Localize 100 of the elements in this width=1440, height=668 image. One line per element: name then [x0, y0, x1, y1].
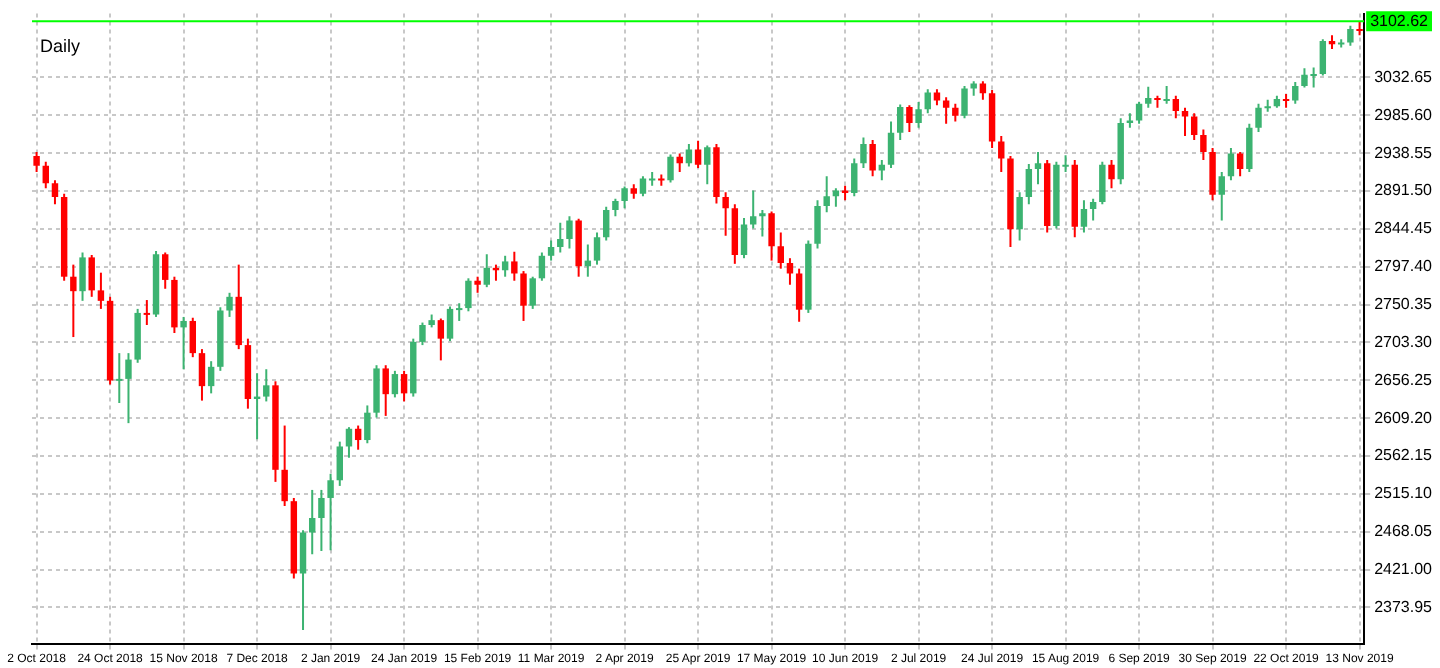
y-tick-label: 2609.20 — [1374, 408, 1434, 427]
candlestick — [639, 175, 647, 198]
candlestick — [704, 144, 711, 186]
ref-line-label: 3102.62 — [1370, 11, 1430, 30]
candlestick — [547, 239, 555, 262]
candlestick — [1347, 24, 1354, 47]
candlestick — [511, 250, 518, 282]
candlestick — [327, 472, 334, 552]
y-tick-label: 2468.05 — [1374, 522, 1434, 541]
candlestick — [1080, 199, 1088, 234]
candlestick — [162, 251, 169, 290]
candlestick — [354, 424, 362, 451]
candlestick — [915, 101, 922, 129]
candlestick — [143, 299, 151, 326]
candlestick — [786, 257, 794, 286]
candlestick — [529, 275, 536, 310]
candlestick — [189, 316, 196, 359]
candlestick — [446, 305, 454, 343]
candlestick — [1108, 159, 1115, 190]
candlestick — [749, 189, 757, 230]
candlestick — [942, 96, 950, 125]
candlestick — [180, 315, 187, 371]
candlestick — [281, 424, 288, 508]
candlestick — [373, 364, 380, 419]
candlestick — [382, 364, 389, 417]
candlestick — [318, 488, 325, 553]
candlestick — [1292, 80, 1299, 105]
candlestick — [676, 152, 683, 174]
candlestick — [621, 185, 628, 210]
candlestick — [593, 231, 601, 266]
y-tick-label: 2750.35 — [1374, 294, 1434, 313]
candlestick — [79, 251, 86, 302]
candlestick — [795, 267, 803, 323]
candlestick — [501, 254, 509, 278]
y-tick-label: 2562.15 — [1374, 446, 1434, 465]
candlestick — [1246, 122, 1253, 174]
candlestick — [336, 440, 343, 487]
y-tick-label: 2844.45 — [1374, 219, 1434, 238]
y-tick-label: 2703.30 — [1374, 332, 1434, 351]
candlestick — [887, 120, 895, 170]
candlestick — [566, 215, 573, 250]
candlestick — [1227, 146, 1235, 182]
y-tick-label: 2938.55 — [1374, 143, 1434, 162]
candlestick — [1218, 171, 1225, 222]
candlestick — [1034, 150, 1042, 186]
candlestick — [814, 199, 821, 250]
candlestick — [125, 352, 132, 425]
y-tick-label: 3032.65 — [1374, 67, 1434, 86]
y-tick-label: 2891.50 — [1374, 181, 1434, 200]
candlestick — [309, 488, 316, 556]
candlestick — [906, 104, 913, 133]
candlestick — [1172, 94, 1180, 120]
candlestick — [70, 263, 77, 339]
y-tick-label: 2421.00 — [1374, 559, 1434, 578]
candlestick — [575, 217, 582, 278]
candlestick — [768, 210, 775, 262]
candlestick — [869, 138, 876, 178]
candlestick — [207, 360, 215, 395]
candlestick — [557, 221, 564, 254]
candlestick — [51, 179, 59, 206]
y-tick-label: 2985.60 — [1374, 105, 1434, 124]
candlestick — [759, 208, 766, 238]
candlestick — [171, 275, 178, 335]
text: Daily — [40, 35, 82, 56]
candlestick — [1181, 106, 1189, 137]
candlestick — [731, 203, 739, 265]
candlestick — [1255, 102, 1262, 133]
y-tick-label: 2797.40 — [1374, 257, 1434, 276]
candlestick — [1099, 160, 1106, 206]
candlestick — [419, 321, 426, 347]
candlestick — [602, 205, 610, 242]
y-tick-label: 2515.10 — [1374, 484, 1434, 503]
candlestick — [860, 136, 867, 170]
candlestick — [1016, 191, 1023, 242]
candlestick — [364, 404, 371, 445]
candlestick — [116, 352, 123, 405]
candlestick — [961, 85, 968, 120]
candlestick — [299, 529, 307, 631]
candlestick — [483, 253, 490, 289]
candlestick — [667, 153, 674, 184]
candlestick — [823, 175, 830, 214]
candlestick — [777, 231, 784, 270]
candlestick — [1025, 163, 1033, 206]
candlestick — [263, 368, 270, 403]
candlestick — [851, 157, 858, 198]
candlestick — [740, 216, 748, 260]
candlestick — [1319, 38, 1327, 77]
candlestick — [1135, 101, 1143, 125]
candlestick — [391, 369, 399, 399]
candlestick — [226, 291, 233, 318]
candlestick — [1209, 146, 1216, 202]
candlestick — [88, 253, 95, 298]
candlestick — [97, 271, 105, 310]
candlestick — [896, 103, 904, 141]
candlestick — [198, 348, 206, 402]
candlestick — [924, 88, 931, 115]
candlestick — [33, 150, 40, 174]
candlestick — [1163, 85, 1170, 105]
candlestick — [1236, 150, 1244, 178]
candlestick — [465, 277, 472, 313]
